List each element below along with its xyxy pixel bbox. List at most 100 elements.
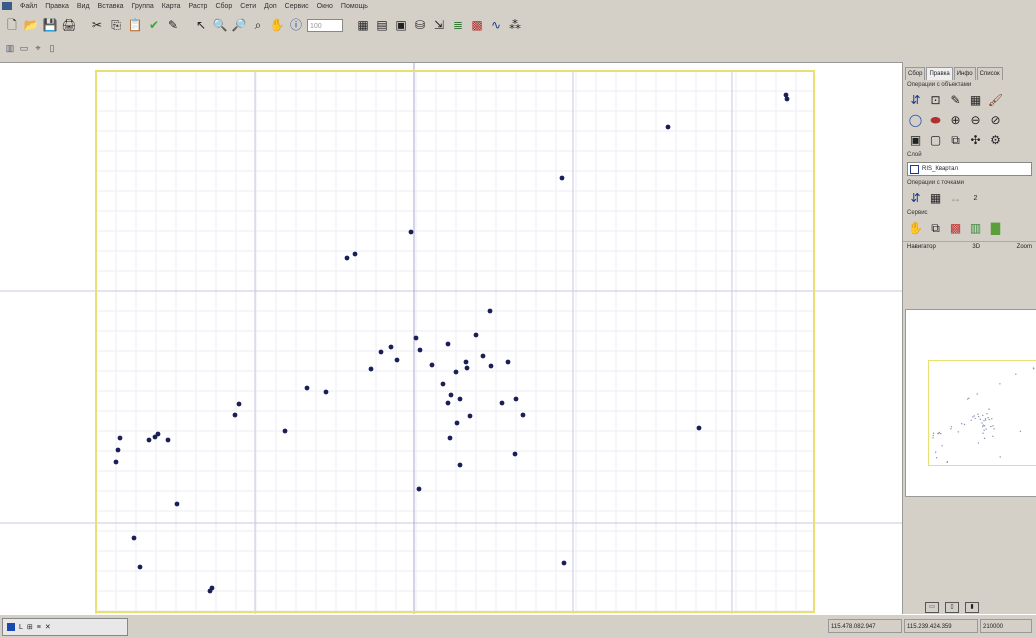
resize-icon[interactable]: ⊡ (930, 93, 941, 107)
menu-view[interactable]: Вид (76, 2, 90, 10)
map-point (445, 400, 451, 406)
navigator-mode[interactable]: 3D (972, 244, 981, 250)
pan-hand-icon[interactable]: ✋ (269, 18, 285, 32)
map-canvas[interactable] (0, 62, 903, 614)
tab-edit[interactable]: Правка (926, 67, 953, 80)
database-icon[interactable]: ⛁ (414, 18, 426, 32)
split-icon[interactable]: ⊘ (990, 113, 1001, 127)
map-tab[interactable]: L ⊞ ≡ ✕ (2, 618, 128, 636)
navigator-point (937, 432, 939, 435)
menu-collect[interactable]: Сбор (215, 2, 233, 10)
map-tab-close-icon[interactable]: ✕ (44, 624, 51, 631)
raster-icon[interactable]: ▩ (471, 18, 483, 32)
pointer-dropdown-icon[interactable]: ⇲ (433, 18, 445, 32)
navigator-view[interactable] (905, 309, 1036, 497)
map-tab-icon (7, 623, 15, 631)
zoom-out-icon[interactable]: 🔎 (231, 18, 247, 32)
navigator-point (993, 428, 995, 430)
map-svg[interactable] (0, 63, 902, 614)
navigator-point (935, 457, 938, 459)
grid-icon[interactable]: ▥ (5, 42, 15, 53)
union-icon[interactable]: ⬬ (930, 112, 941, 127)
legend-icon[interactable]: ≣ (452, 18, 464, 32)
network-icon[interactable]: ⁂ (509, 18, 521, 32)
map-point (512, 451, 518, 457)
difference-icon[interactable]: ⊖ (970, 113, 981, 127)
edit-vertex-icon[interactable]: ✎ (950, 93, 961, 107)
panel-button-1[interactable]: ▭ (925, 602, 939, 613)
panel-button-3[interactable]: ▮ (965, 602, 979, 613)
check-icon[interactable]: ✔ (148, 18, 160, 32)
info-icon[interactable]: ⓘ (289, 18, 302, 32)
navigator-point (966, 398, 969, 400)
menu-extra[interactable]: Доп (264, 2, 277, 10)
menu-file[interactable]: Файл (20, 2, 38, 10)
navigator-point (981, 422, 983, 424)
brush-icon[interactable]: 🖌 (987, 93, 1004, 107)
tab-collect[interactable]: Сбор (905, 67, 926, 80)
open-folder-icon[interactable]: 📂 (23, 18, 39, 32)
tab-list[interactable]: Список (976, 67, 1003, 80)
navigator-point (935, 451, 937, 453)
navigator-frame[interactable] (928, 360, 1036, 466)
new-document-icon[interactable]: 🗋 (7, 18, 17, 32)
map-point (488, 363, 494, 369)
copy-object-icon[interactable]: ⧉ (951, 132, 960, 147)
point-arrows-icon[interactable]: ↔ (949, 191, 962, 205)
point-move-icon[interactable]: ⇵ (910, 191, 921, 205)
map-point (457, 396, 463, 402)
menu-service[interactable]: Сервис (284, 2, 309, 10)
copy-icon[interactable]: ⎘ (111, 18, 121, 32)
palette-icon[interactable]: ▩ (949, 221, 962, 235)
panel-button-2[interactable]: ▯ (945, 602, 959, 613)
zoom-in-icon[interactable]: 🔍 (212, 18, 228, 32)
tab-info[interactable]: Инфо (953, 67, 976, 80)
chart-icon[interactable]: ▥ (969, 221, 982, 235)
object-ops-row-3: ▣ ▢ ⧉ ✣ ⚙ (903, 130, 1036, 150)
map-point (783, 92, 789, 98)
zoom-window-icon[interactable]: ⌕ (254, 18, 262, 32)
menu-help[interactable]: Помощь (340, 2, 368, 10)
layer-select[interactable]: RIS_Квартал (907, 162, 1032, 176)
table-icon[interactable]: ▤ (376, 18, 388, 32)
select-tool-icon[interactable]: ↖ (195, 18, 207, 32)
map-point (282, 428, 288, 434)
print-icon[interactable]: 🖨 (61, 18, 77, 32)
intersect-icon[interactable]: ⊕ (950, 113, 961, 127)
window-icon[interactable]: ⧉ (931, 220, 940, 235)
menu-window[interactable]: Окно (316, 2, 333, 10)
panel-toggle-icon[interactable]: ▯ (49, 42, 55, 53)
menu-map[interactable]: Карта (161, 2, 181, 10)
snap-icon[interactable]: ⌖ (35, 42, 41, 53)
cut-icon[interactable]: ✂ (91, 18, 103, 32)
frame-icon[interactable]: ▭ (19, 42, 29, 53)
menu-networks[interactable]: Сети (240, 2, 257, 10)
map-point (378, 349, 384, 355)
curve-icon[interactable]: ∿ (490, 18, 502, 32)
navigator-point (932, 434, 934, 437)
navigator-zoom[interactable]: Zoom (1016, 244, 1032, 250)
frame-object-icon[interactable]: ▢ (929, 133, 942, 147)
paste-icon[interactable]: 📋 (127, 18, 143, 32)
menu-edit[interactable]: Правка (45, 2, 69, 10)
settings-gear-icon[interactable]: ⚙ (990, 133, 1001, 147)
zoom-input[interactable]: 100 (307, 18, 343, 32)
point-table-icon[interactable]: ▦ (929, 191, 942, 205)
snap-points-icon[interactable]: ✣ (970, 133, 981, 147)
pencil-icon[interactable]: ✎ (167, 18, 179, 32)
buffer-icon[interactable]: ▣ (909, 133, 922, 147)
layer-manager-icon[interactable]: ▦ (357, 18, 369, 32)
table-edit-icon[interactable]: ▦ (969, 93, 982, 107)
circle-icon[interactable]: ◯ (908, 113, 923, 127)
menu-insert[interactable]: Вставка (97, 2, 124, 10)
map-point (113, 459, 119, 465)
navigator-point (982, 424, 984, 426)
navigator-point (940, 432, 942, 435)
menu-raster[interactable]: Растр (188, 2, 208, 10)
fill-icon[interactable]: ▇ (990, 221, 1001, 235)
menu-group[interactable]: Группа (131, 2, 154, 10)
move-icon[interactable]: ⇵ (910, 93, 921, 107)
save-icon[interactable]: 💾 (42, 18, 58, 32)
properties-icon[interactable]: ▣ (395, 18, 407, 32)
hand-icon[interactable]: ✋ (908, 221, 923, 235)
